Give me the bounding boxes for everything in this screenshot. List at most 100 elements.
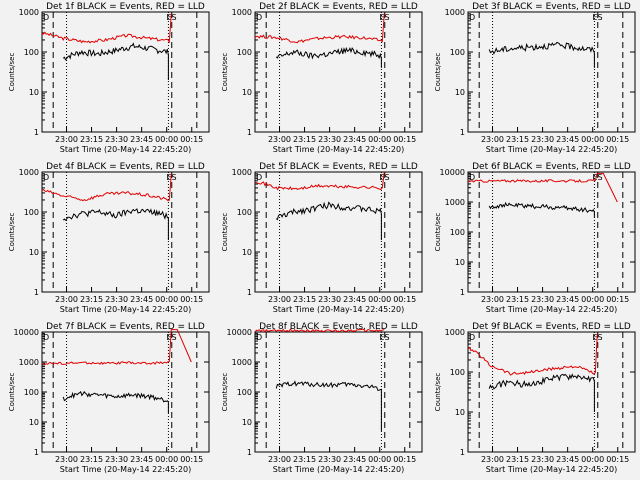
plot-frame — [254, 171, 423, 293]
x-tick-label: 23:15 — [293, 455, 316, 464]
y-tick-label: 10 — [29, 88, 39, 97]
plot-frame — [254, 11, 423, 133]
y-tick-label: 1000 — [232, 358, 252, 367]
x-tick-label: 23:45 — [130, 135, 153, 144]
y-tick-label: 10 — [242, 418, 252, 427]
events-line — [275, 46, 382, 68]
detector-panel: Det 9f BLACK = Events, RED = LLD 1 10 100 10… — [434, 322, 636, 474]
lld-line — [467, 172, 618, 203]
detector-panel: Det 7f BLACK = Events, RED = LLD 1 10 100 10… — [8, 322, 210, 474]
y-tick-label: 1000 — [445, 198, 465, 207]
x-axis-label: Start Time (20-May-14 22:45:20) — [60, 145, 191, 154]
box-label-es: ES — [379, 333, 389, 342]
x-tick-label: 00:00 — [581, 295, 604, 304]
detector-panel: Det 2f BLACK = Events, RED = LLD 1 10 100 10… — [221, 2, 423, 154]
x-tick-label: 23:00 — [481, 455, 504, 464]
x-tick-label: 23:30 — [318, 135, 341, 144]
x-tick-label: 23:30 — [531, 295, 554, 304]
x-tick-label: 23:00 — [268, 295, 291, 304]
y-tick-label: 1 — [460, 128, 465, 137]
y-tick-label: 1 — [34, 448, 39, 457]
y-tick-label: 100 — [24, 48, 39, 57]
x-tick-label: 23:00 — [268, 135, 291, 144]
x-tick-label: 23:45 — [343, 135, 366, 144]
plot-frame — [41, 171, 210, 293]
x-tick-label: 23:45 — [343, 455, 366, 464]
plot-frame — [41, 11, 210, 133]
y-axis-label: Counts/sec — [221, 213, 229, 252]
x-tick-label: 23:30 — [531, 455, 554, 464]
y-tick-label: 10 — [455, 258, 465, 267]
y-tick-label: 10 — [29, 418, 39, 427]
x-tick-label: 23:15 — [293, 295, 316, 304]
x-tick-label: 00:15 — [393, 135, 416, 144]
detector-panel: Det 6f BLACK = Events, RED = LLD 1 10 100 10… — [434, 162, 636, 314]
box-label-d: D — [256, 333, 262, 342]
y-axis-label: Counts/sec — [434, 53, 442, 92]
x-tick-label: 00:15 — [180, 295, 203, 304]
lld-line — [467, 333, 598, 376]
x-tick-label: 23:45 — [556, 455, 579, 464]
x-tick-label: 23:00 — [481, 295, 504, 304]
x-tick-label: 00:00 — [155, 295, 178, 304]
x-axis-label: Start Time (20-May-14 22:45:20) — [60, 305, 191, 314]
x-tick-label: 23:30 — [105, 295, 128, 304]
box-label-d: D — [469, 13, 475, 22]
y-tick-label: 1000 — [19, 168, 39, 177]
x-axis-label: Start Time (20-May-14 22:45:20) — [273, 465, 404, 474]
panel-title: Det 2f BLACK = Events, RED = LLD — [259, 2, 418, 12]
y-axis-label: Counts/sec — [8, 53, 16, 92]
x-tick-label: 23:15 — [80, 135, 103, 144]
x-tick-label: 23:30 — [105, 455, 128, 464]
y-tick-label: 100 — [450, 48, 465, 57]
detector-panel: Det 4f BLACK = Events, RED = LLD 1 10 100 10… — [8, 162, 210, 314]
lld-line — [41, 173, 172, 202]
lld-line — [41, 329, 192, 365]
x-tick-label: 00:15 — [180, 135, 203, 144]
y-tick-label: 1 — [460, 288, 465, 297]
detector-panel: Det 3f BLACK = Events, RED = LLD 1 10 100 10… — [434, 2, 636, 154]
y-tick-label: 100 — [450, 228, 465, 237]
x-tick-label: 23:45 — [556, 135, 579, 144]
box-label-es: ES — [592, 173, 602, 182]
box-label-d: D — [43, 333, 49, 342]
y-tick-label: 100 — [24, 208, 39, 217]
box-label-es: ES — [592, 13, 602, 22]
x-axis-label: Start Time (20-May-14 22:45:20) — [486, 145, 617, 154]
x-tick-label: 23:45 — [343, 295, 366, 304]
x-tick-label: 23:15 — [506, 135, 529, 144]
x-tick-label: 23:00 — [55, 455, 78, 464]
x-tick-label: 00:15 — [606, 135, 629, 144]
box-label-d: D — [43, 173, 49, 182]
events-line — [62, 208, 169, 240]
detector-panel: Det 8f BLACK = Events, RED = LLD 1 10 100 10… — [221, 322, 423, 474]
lld-line — [254, 13, 385, 44]
y-tick-label: 1 — [247, 448, 252, 457]
x-axis-label: Start Time (20-May-14 22:45:20) — [486, 465, 617, 474]
y-tick-label: 1000 — [445, 8, 465, 17]
x-tick-label: 00:15 — [393, 455, 416, 464]
y-tick-label: 10 — [242, 88, 252, 97]
panel-title: Det 9f BLACK = Events, RED = LLD — [472, 322, 631, 332]
y-tick-label: 1 — [460, 448, 465, 457]
y-tick-label: 1 — [34, 128, 39, 137]
y-tick-label: 1 — [34, 288, 39, 297]
box-label-es: ES — [379, 173, 389, 182]
events-line — [275, 380, 382, 431]
x-tick-label: 00:15 — [606, 455, 629, 464]
x-tick-label: 00:00 — [155, 135, 178, 144]
plot-frame — [41, 331, 210, 453]
x-tick-label: 23:15 — [80, 295, 103, 304]
y-tick-label: 1000 — [232, 168, 252, 177]
x-axis-label: Start Time (20-May-14 22:45:20) — [60, 465, 191, 474]
y-axis-label: Counts/sec — [434, 373, 442, 412]
x-tick-label: 00:15 — [180, 455, 203, 464]
y-tick-label: 1000 — [445, 328, 465, 337]
panel-title: Det 5f BLACK = Events, RED = LLD — [259, 162, 418, 172]
panel-title: Det 3f BLACK = Events, RED = LLD — [472, 2, 631, 12]
x-tick-label: 00:00 — [581, 135, 604, 144]
panel-title: Det 6f BLACK = Events, RED = LLD — [472, 162, 631, 172]
x-tick-label: 00:00 — [368, 455, 391, 464]
y-axis-label: Counts/sec — [221, 373, 229, 412]
detector-panel: Det 5f BLACK = Events, RED = LLD 1 10 100 10… — [221, 162, 423, 314]
